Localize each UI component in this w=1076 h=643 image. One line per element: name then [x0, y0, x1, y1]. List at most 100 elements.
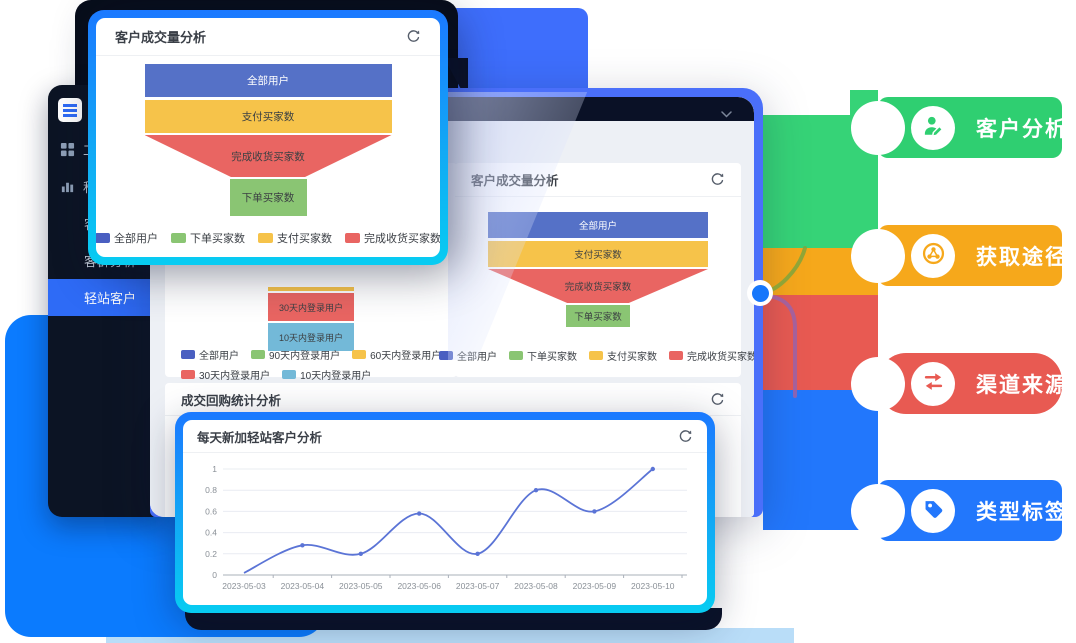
funnel-segment-label: 支付买家数 [574, 250, 622, 261]
bottom-dark-strip [185, 608, 722, 630]
refresh-icon[interactable] [710, 172, 725, 187]
card-title: 每天新加轻站客户分析 [197, 430, 323, 445]
legend-item[interactable]: 支付买家数 [589, 348, 657, 363]
legend-item[interactable]: 下单买家数 [171, 230, 245, 246]
funnel-segment-label: 全部用户 [247, 75, 289, 87]
sidebar-item-label: 轻站客户 [84, 291, 137, 306]
svg-text:2023-05-10: 2023-05-10 [631, 581, 675, 591]
legend-swatch [589, 351, 603, 360]
funnel-segment-label: 完成收货买家数 [231, 150, 305, 163]
legend-label: 30天内登录用户 [199, 371, 271, 382]
funnel-segment-paid-buyers: 支付买家数 [488, 241, 708, 267]
funnel-segment-60days-sliver [268, 287, 354, 291]
legend-item[interactable]: 60天内登录用户 [352, 347, 441, 362]
ribbon-type-tags[interactable]: 类型标签 [851, 480, 1066, 541]
connector-dot[interactable] [747, 280, 773, 306]
legend-swatch [669, 351, 683, 360]
funnel-segment-order-buyers: 下单买家数 [566, 305, 630, 327]
legend-label: 完成收货买家数 [687, 352, 754, 363]
ribbon-icon-circle [911, 233, 955, 278]
legend-item[interactable]: 支付买家数 [258, 230, 332, 246]
funnel-segment-label: 下单买家数 [574, 312, 622, 323]
legend-swatch [96, 233, 110, 243]
ribbon-icon-circle [911, 361, 955, 406]
legend-item[interactable]: 完成收货买家数 [345, 230, 440, 246]
customer-analysis-icon [921, 113, 946, 143]
acquisition-share-icon [921, 241, 946, 271]
app-logo-icon [58, 98, 82, 122]
legend-label: 全部用户 [199, 351, 239, 362]
legend-swatch [258, 233, 273, 243]
legend-swatch [171, 233, 186, 243]
funnel-segment-label: 30天内登录用户 [278, 302, 343, 313]
legend-label: 90天内登录用户 [269, 351, 341, 362]
funnel-chart: 全部用户 支付买家数 完成收货买家数 下单买家数 [488, 212, 708, 327]
ribbon-label: 客户分析 [976, 117, 1068, 141]
refresh-icon[interactable] [710, 392, 725, 407]
svg-text:0.2: 0.2 [205, 549, 217, 559]
floating-funnel-card: 客户成交量分析 全部用户 支付买家数 完成收货买家数 下单买家数 全部用户 下单… [88, 10, 448, 265]
ribbon-icon-circle [911, 105, 955, 150]
legend-label: 全部用户 [457, 352, 497, 363]
channel-swap-icon [921, 369, 946, 399]
svg-text:2023-05-05: 2023-05-05 [339, 581, 383, 591]
refresh-icon[interactable] [678, 429, 693, 444]
legend-swatch [439, 351, 453, 360]
ribbon-icon-circle [911, 488, 955, 533]
legend-item[interactable]: 全部用户 [96, 230, 158, 246]
legend-label: 支付买家数 [607, 352, 657, 363]
funnel-chart: 全部用户 支付买家数 完成收货买家数 下单买家数 [144, 64, 392, 216]
legend-item[interactable]: 全部用户 [181, 347, 239, 362]
workbench-grid-icon [60, 142, 75, 157]
legend-swatch [181, 350, 195, 359]
funnel-segment-all-users: 全部用户 [144, 64, 392, 97]
chevron-down-icon[interactable] [721, 105, 732, 118]
legend-swatch [181, 370, 195, 379]
svg-text:0: 0 [212, 570, 217, 580]
legend-item[interactable]: 全部用户 [439, 348, 497, 363]
legend-item[interactable]: 30天内登录用户 [181, 367, 270, 382]
connector-dot-inner [751, 284, 769, 302]
funnel-legend: 全部用户 下单买家数 支付买家数 完成收货买家数 [439, 348, 754, 363]
svg-text:0.6: 0.6 [205, 506, 217, 516]
funnel-segment-10days: 10天内登录用户 [268, 323, 354, 351]
refresh-icon[interactable] [406, 29, 421, 44]
legend-swatch [352, 350, 367, 359]
ribbon-label: 获取途径 [976, 245, 1068, 269]
legend-item[interactable]: 10天内登录用户 [282, 367, 371, 382]
svg-text:2023-05-07: 2023-05-07 [456, 581, 500, 591]
legend-swatch [509, 351, 523, 360]
svg-text:2023-05-03: 2023-05-03 [222, 581, 266, 591]
ribbon-channel-source[interactable]: 渠道来源 [851, 353, 1066, 414]
daily-customers-line-card: 每天新加轻站客户分析 0 0.2 0.4 0.6 0.8 1 2023-05-03 2023-… [175, 412, 715, 613]
ribbon-label: 类型标签 [976, 500, 1068, 524]
legend-item[interactable]: 完成收货买家数 [669, 348, 754, 363]
funnel-segment-received-buyers: 完成收货买家数 [144, 135, 392, 177]
legend-label: 支付买家数 [277, 233, 332, 245]
card-title: 客户成交量分析 [471, 174, 559, 188]
legend-label: 完成收货买家数 [364, 233, 440, 245]
svg-text:2023-05-08: 2023-05-08 [514, 581, 558, 591]
funnel-segment-received-buyers: 完成收货买家数 [488, 269, 708, 303]
legend-swatch [345, 233, 360, 243]
svg-text:2023-05-09: 2023-05-09 [573, 581, 617, 591]
ribbon-acquisition-path[interactable]: 获取途径 [851, 225, 1066, 286]
legend-swatch [282, 370, 297, 379]
legend-label: 下单买家数 [527, 352, 577, 363]
funnel-segment-label: 下单买家数 [241, 192, 295, 204]
funnel-segment-label: 完成收货买家数 [564, 282, 632, 293]
legend-item[interactable]: 下单买家数 [509, 348, 577, 363]
legend-label: 下单买家数 [190, 233, 245, 245]
funnel-segment-label: 10天内登录用户 [278, 332, 343, 343]
type-tag-icon [921, 496, 946, 526]
funnel-segment-order-buyers: 下单买家数 [229, 179, 307, 216]
funnel-legend: 全部用户 下单买家数 支付买家数 完成收货买家数 [96, 230, 440, 246]
legend-label: 60天内登录用户 [370, 351, 442, 362]
funnel-segment-paid-buyers: 支付买家数 [144, 100, 392, 133]
svg-text:2023-05-04: 2023-05-04 [281, 581, 325, 591]
sidebar-item-light-site-customers[interactable]: 轻站客户 [48, 279, 166, 316]
svg-text:2023-05-06: 2023-05-06 [397, 581, 441, 591]
legend-item[interactable]: 90天内登录用户 [251, 347, 340, 362]
ribbon-customer-analysis[interactable]: 客户分析 [851, 97, 1066, 158]
